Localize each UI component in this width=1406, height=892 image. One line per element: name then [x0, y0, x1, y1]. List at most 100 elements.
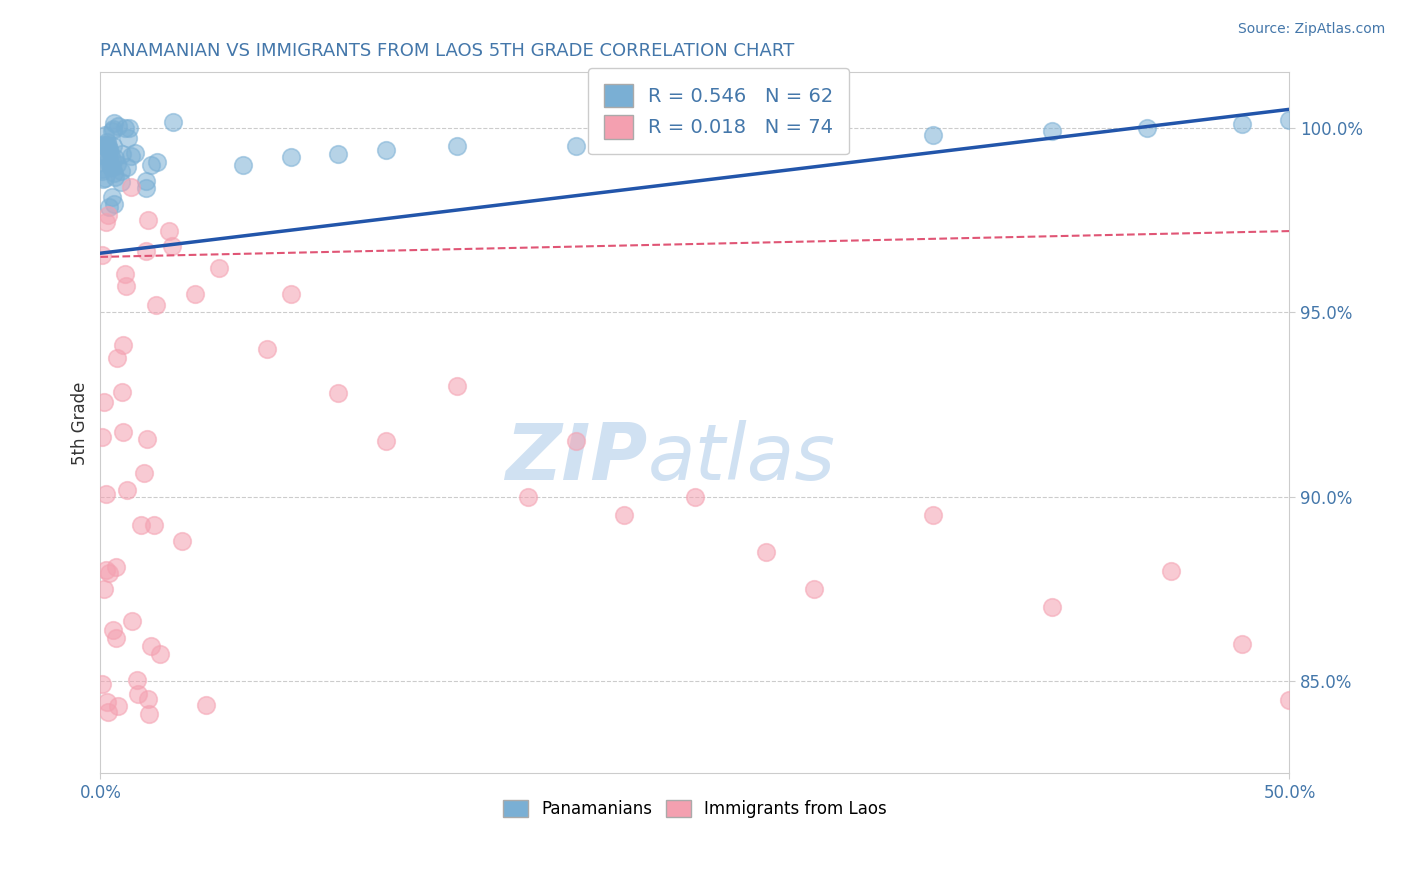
Point [103, 116, 125, 130]
Text: ZIP: ZIP [505, 420, 647, 496]
Point [136, 692, 159, 706]
Point [1230, 117, 1253, 131]
Point [103, 138, 125, 153]
Point [100, 160, 122, 174]
Point [111, 338, 134, 352]
Point [127, 687, 149, 701]
Point [101, 124, 124, 138]
Point [90, 248, 112, 262]
Point [232, 158, 254, 172]
Point [101, 152, 124, 166]
Point [103, 197, 125, 211]
Point [162, 115, 184, 129]
Point [136, 213, 159, 227]
Point [184, 286, 207, 301]
Text: PANAMANIAN VS IMMIGRANTS FROM LAOS 5TH GRADE CORRELATION CHART: PANAMANIAN VS IMMIGRANTS FROM LAOS 5TH G… [100, 42, 794, 60]
Point [138, 706, 160, 721]
Point [115, 160, 138, 174]
Point [208, 260, 231, 275]
Legend: Panamanians, Immigrants from Laos: Panamanians, Immigrants from Laos [496, 793, 893, 825]
Point [517, 490, 540, 504]
Point [107, 120, 129, 134]
Point [101, 161, 124, 175]
Point [110, 164, 132, 178]
Point [96, 136, 118, 150]
Point [194, 698, 217, 713]
Point [280, 150, 302, 164]
Point [170, 533, 193, 548]
Point [142, 518, 165, 533]
Point [104, 631, 127, 645]
Point [120, 180, 142, 194]
Point [256, 342, 278, 356]
Point [115, 279, 138, 293]
Text: Source: ZipAtlas.com: Source: ZipAtlas.com [1237, 22, 1385, 37]
Point [565, 434, 588, 449]
Point [328, 386, 350, 401]
Point [90, 162, 112, 177]
Point [98, 156, 121, 170]
Point [803, 582, 825, 596]
Point [565, 139, 588, 153]
Point [135, 181, 157, 195]
Point [1040, 600, 1063, 615]
Point [111, 147, 134, 161]
Point [105, 157, 128, 171]
Point [94, 487, 117, 501]
Point [97, 153, 120, 167]
Point [110, 175, 132, 189]
Point [93, 395, 115, 409]
Point [136, 433, 159, 447]
Point [90, 164, 112, 178]
Point [93, 582, 115, 596]
Point [96, 139, 118, 153]
Point [93, 137, 115, 152]
Point [115, 483, 138, 497]
Point [104, 169, 127, 184]
Text: atlas: atlas [647, 420, 835, 496]
Point [97, 208, 120, 222]
Point [114, 267, 136, 281]
Point [98, 144, 121, 158]
Point [98, 200, 121, 214]
Point [1230, 637, 1253, 651]
Y-axis label: 5th Grade: 5th Grade [72, 381, 89, 465]
Point [135, 174, 157, 188]
Point [90, 137, 112, 152]
Point [96, 138, 118, 153]
Point [114, 121, 136, 136]
Point [280, 286, 302, 301]
Point [1278, 692, 1301, 706]
Point [98, 566, 121, 580]
Point [120, 149, 142, 163]
Point [157, 224, 180, 238]
Point [145, 298, 167, 312]
Point [101, 122, 124, 136]
Point [683, 490, 706, 504]
Point [121, 614, 143, 628]
Point [921, 508, 943, 523]
Point [135, 244, 157, 259]
Point [1278, 113, 1301, 128]
Point [1160, 564, 1182, 578]
Point [129, 517, 152, 532]
Point [101, 623, 124, 637]
Point [803, 132, 825, 146]
Point [104, 151, 127, 165]
Point [94, 215, 117, 229]
Point [94, 128, 117, 142]
Point [117, 131, 139, 145]
Point [446, 139, 468, 153]
Point [96, 146, 118, 161]
Point [612, 508, 634, 523]
Point [97, 706, 120, 720]
Point [90, 677, 112, 691]
Point [374, 143, 396, 157]
Point [141, 158, 163, 172]
Point [91, 430, 114, 444]
Point [105, 351, 128, 366]
Point [118, 120, 141, 135]
Point [112, 425, 135, 439]
Point [91, 171, 114, 186]
Point [125, 673, 148, 687]
